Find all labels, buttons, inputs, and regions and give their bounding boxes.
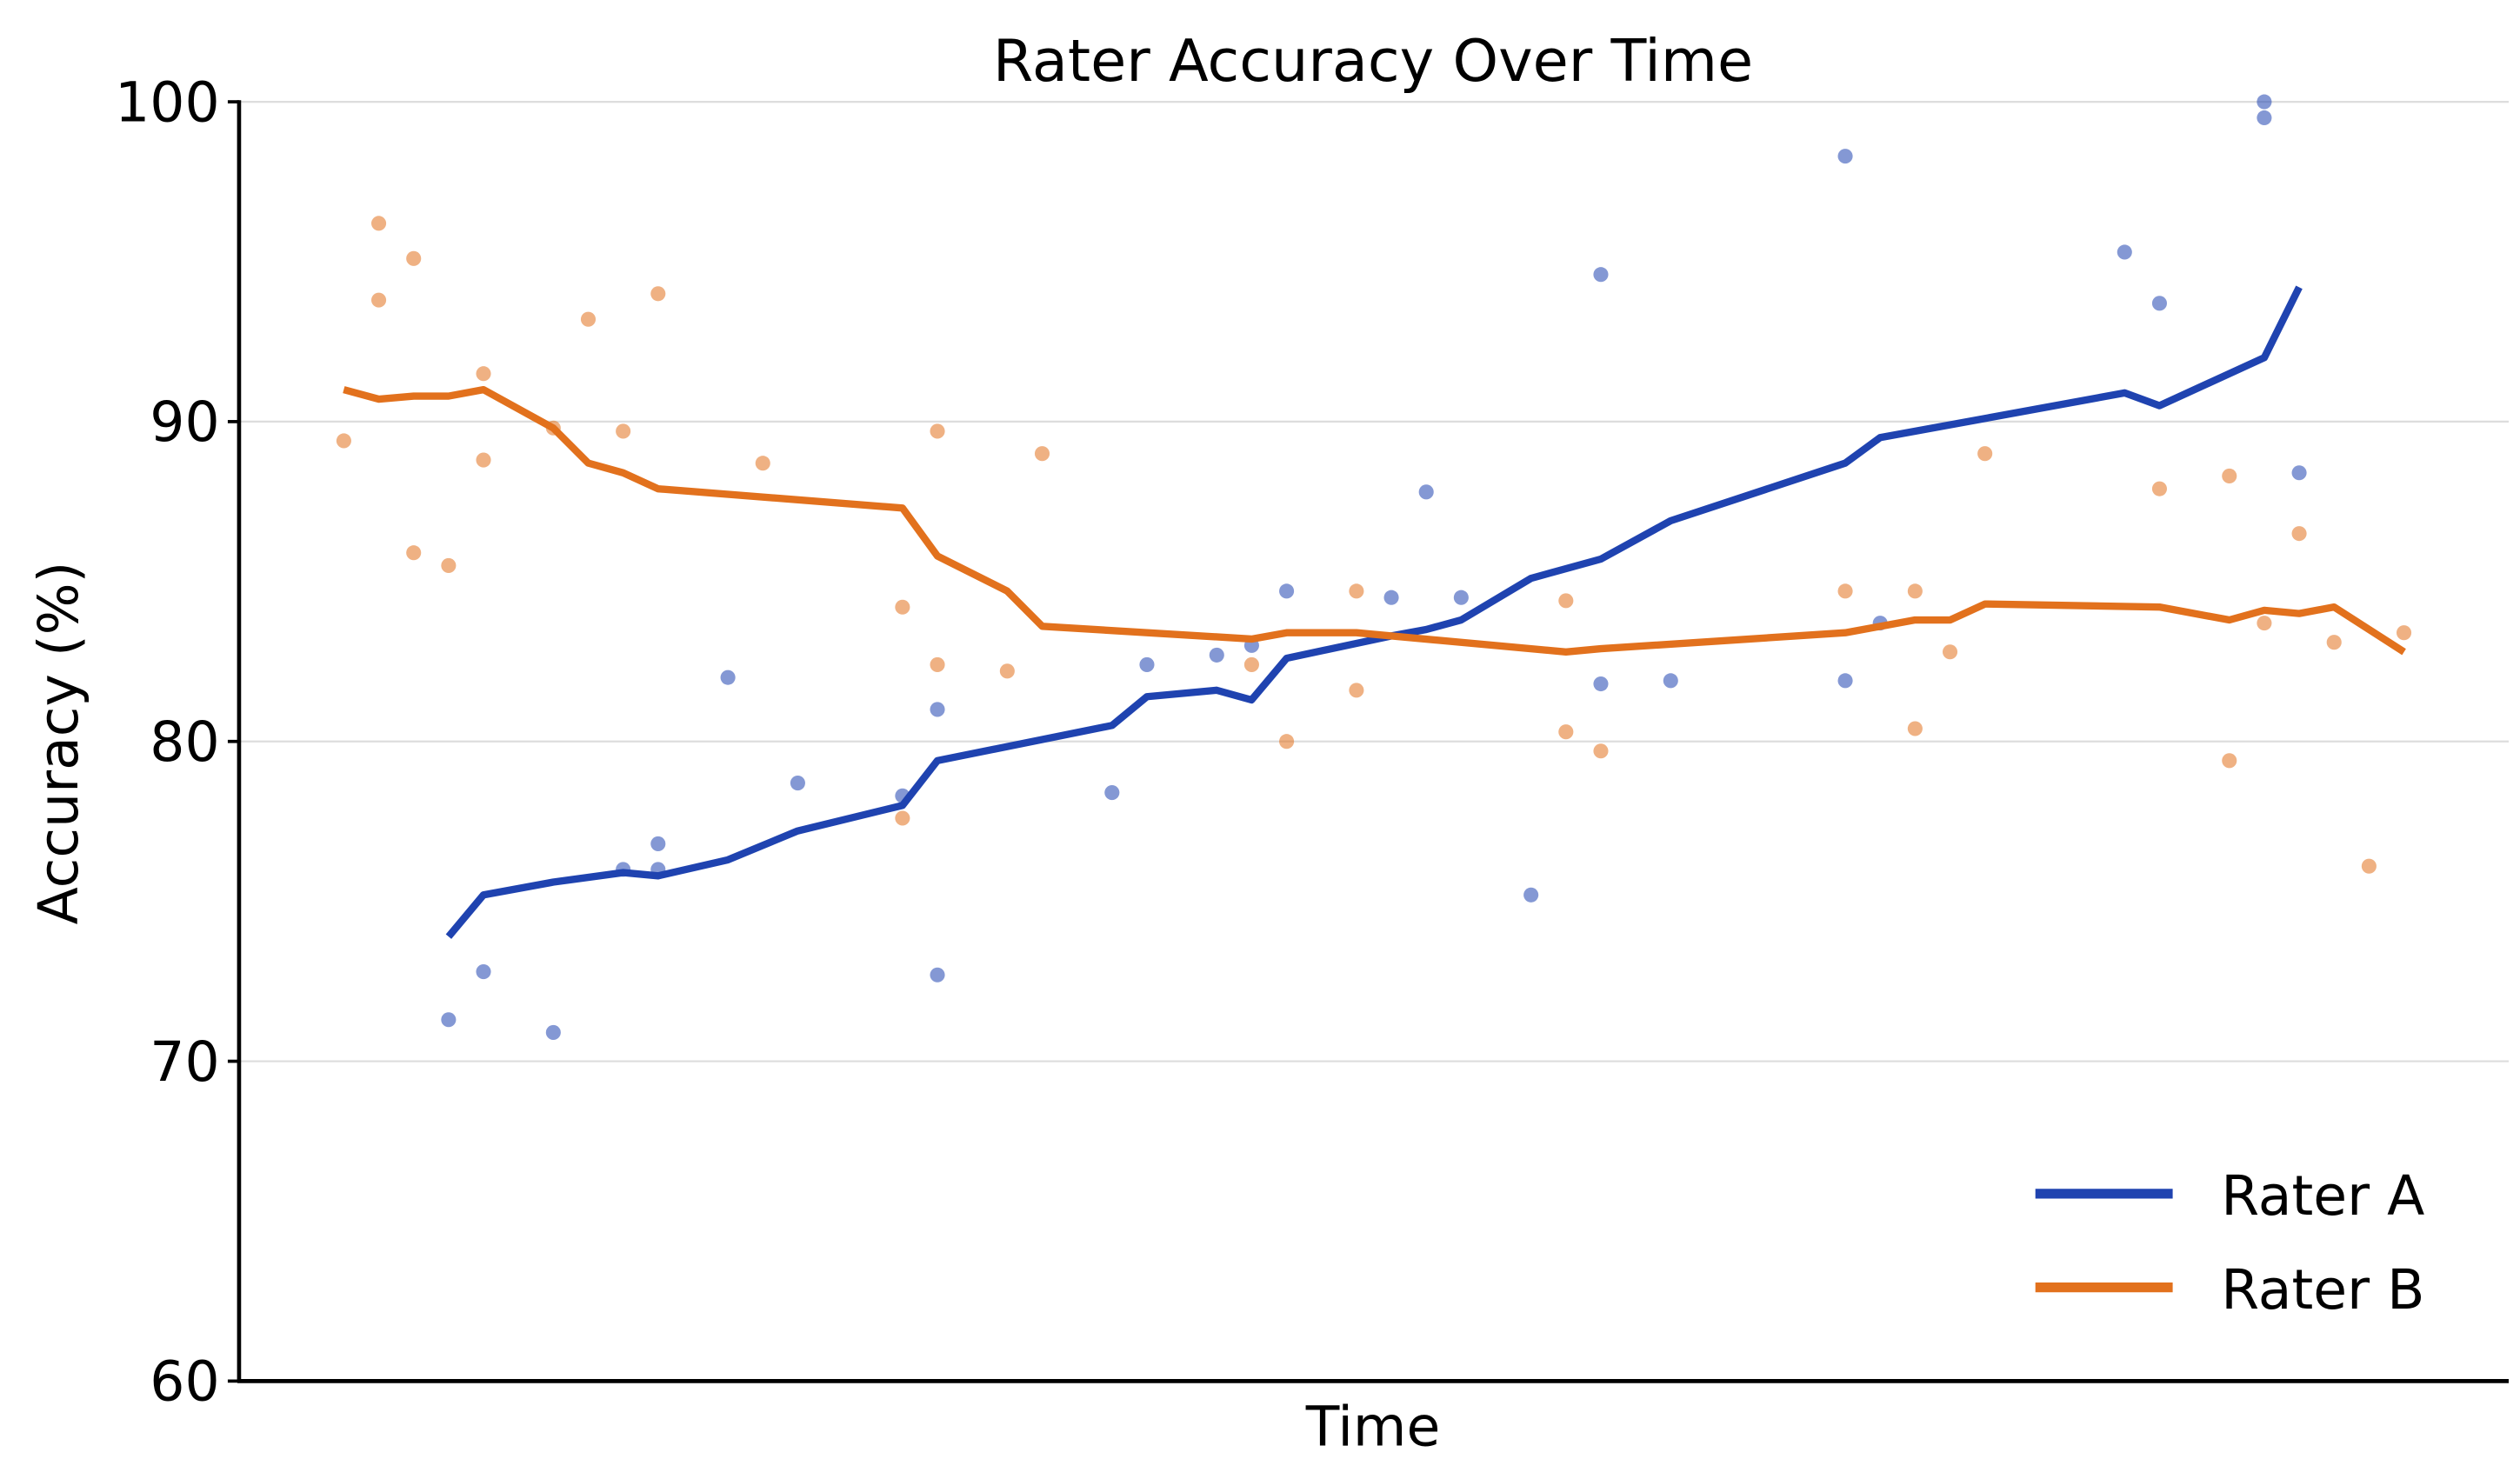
data-point-rater-b	[406, 545, 422, 561]
data-point-rater-b	[1907, 721, 1923, 736]
y-tick-label: 80	[150, 710, 219, 774]
data-point-rater-a	[790, 776, 805, 791]
data-point-rater-a	[1209, 647, 1224, 663]
data-point-rater-b	[1942, 644, 1958, 660]
data-point-rater-a	[476, 964, 491, 980]
data-point-rater-b	[895, 810, 910, 826]
data-point-rater-b	[441, 557, 457, 573]
data-point-rater-a	[1593, 267, 1609, 283]
data-point-rater-b	[2151, 481, 2167, 496]
data-point-rater-b	[1558, 724, 1574, 740]
data-point-rater-a	[2117, 244, 2132, 260]
y-axis-label: Accuracy (%)	[26, 562, 90, 925]
data-point-rater-a	[441, 1012, 457, 1028]
data-point-rater-b	[1349, 683, 1364, 698]
data-point-rater-a	[2257, 110, 2272, 126]
data-point-rater-a	[720, 670, 736, 685]
data-point-rater-a	[545, 1024, 561, 1040]
data-point-rater-b	[2396, 625, 2412, 641]
data-point-rater-a	[2151, 296, 2167, 311]
data-point-rater-b	[895, 599, 910, 615]
data-point-rater-b	[2361, 858, 2377, 874]
trend-lines	[343, 285, 2406, 939]
data-point-rater-b	[406, 250, 422, 266]
data-point-rater-b	[476, 366, 491, 382]
trend-line-rater-a	[445, 285, 2303, 939]
data-point-rater-a	[1139, 656, 1155, 672]
data-point-rater-a	[1418, 484, 1434, 500]
y-tick-label: 60	[150, 1349, 219, 1414]
data-point-rater-a	[1837, 149, 1853, 164]
data-point-rater-b	[1977, 446, 1993, 462]
data-point-rater-b	[1034, 446, 1050, 462]
data-point-rater-a	[1837, 673, 1853, 689]
legend: Rater A Rater B	[2035, 1163, 2425, 1322]
data-point-rater-b	[999, 663, 1015, 679]
data-point-rater-b	[1837, 583, 1853, 599]
data-point-rater-a	[1104, 785, 1120, 801]
y-tick-label: 100	[115, 70, 220, 134]
data-point-rater-b	[371, 216, 387, 231]
data-point-rater-b	[2326, 635, 2342, 650]
data-point-rater-a	[1523, 887, 1539, 903]
data-point-rater-b	[2291, 526, 2307, 542]
data-point-rater-a	[1453, 590, 1469, 605]
data-point-rater-b	[930, 656, 945, 672]
data-point-rater-b	[1279, 734, 1295, 749]
data-point-rater-b	[580, 311, 597, 327]
data-point-rater-a	[1383, 590, 1399, 605]
legend-label-rater-b: Rater B	[2221, 1257, 2424, 1322]
grid	[238, 100, 2509, 1063]
data-point-rater-b	[930, 423, 945, 439]
data-point-rater-b	[371, 292, 387, 308]
data-point-rater-b	[650, 286, 666, 302]
data-point-rater-a	[930, 702, 945, 717]
data-point-rater-a	[1279, 583, 1295, 599]
data-point-rater-b	[336, 433, 351, 449]
data-point-rater-b	[1243, 656, 1259, 672]
data-point-rater-a	[1663, 673, 1678, 689]
legend-label-rater-a: Rater A	[2221, 1163, 2424, 1228]
scatter-points	[336, 94, 2412, 1040]
data-point-rater-b	[2257, 616, 2272, 631]
data-point-rater-b	[1907, 583, 1923, 599]
data-point-rater-b	[2222, 468, 2237, 483]
data-point-rater-a	[2257, 94, 2272, 110]
trend-line-rater-b	[343, 385, 2406, 656]
chart-title: Rater Accuracy Over Time	[993, 27, 1753, 95]
data-point-rater-b	[2222, 753, 2237, 769]
data-point-rater-b	[1593, 743, 1609, 759]
y-tick-label: 70	[150, 1029, 219, 1094]
data-point-rater-b	[755, 456, 770, 471]
data-point-rater-b	[1349, 583, 1364, 599]
data-point-rater-a	[930, 967, 945, 983]
data-point-rater-a	[2291, 465, 2307, 481]
data-point-rater-b	[616, 423, 631, 439]
y-ticks: 60 70 80 90 100	[115, 70, 239, 1414]
data-point-rater-b	[476, 452, 491, 468]
y-tick-label: 90	[150, 390, 219, 454]
data-point-rater-b	[1558, 593, 1574, 609]
x-axis-label: Time	[1305, 1395, 1441, 1459]
data-point-rater-a	[1593, 676, 1609, 692]
data-point-rater-a	[650, 836, 666, 851]
